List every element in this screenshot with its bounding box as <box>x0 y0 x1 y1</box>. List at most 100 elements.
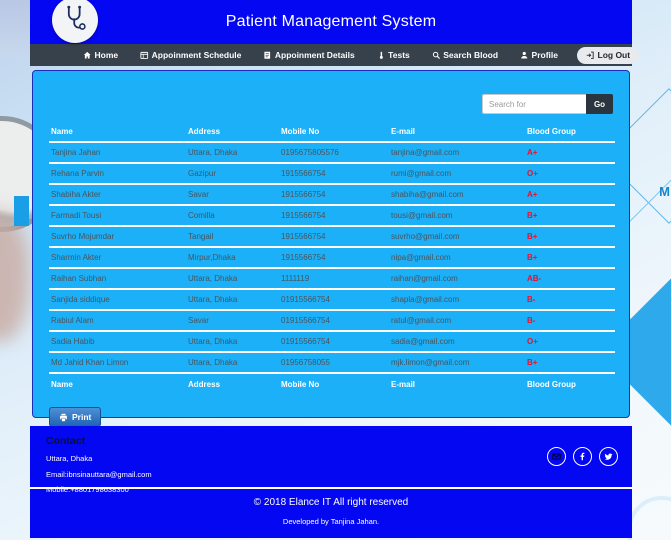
cell-email: sadia@gmail.com <box>389 331 525 353</box>
cell-name: Raihan Subhan <box>49 268 186 290</box>
table-header-row: Name Address Mobile No E-mail Blood Group <box>49 122 615 143</box>
table-row: Suvrho Mojumdar Tangail 1915566754 suvrho@g… <box>49 226 615 248</box>
cell-address: Gazipur <box>186 163 279 185</box>
footer-divider <box>30 487 632 489</box>
nav-item-appoinment-schedule[interactable]: Appoinment Schedule <box>129 44 252 66</box>
column-header-blood-group: Blood Group <box>525 122 615 143</box>
cell-blood-group: AB- <box>525 268 615 290</box>
print-button[interactable]: Print <box>49 407 102 427</box>
cell-address: Mirpur,Dhaka <box>186 247 279 269</box>
background-letter: M <box>659 184 670 199</box>
footer-column-header-e-mail: E-mail <box>391 380 416 389</box>
table-row: Farmadi Tousi Comilla 1915566754 tousi@gmai… <box>49 205 615 227</box>
cell-name: Rabiul Alam <box>49 310 186 332</box>
table-foot: Name Address Mobile No E-mail Blood Group <box>49 373 615 394</box>
tests-icon <box>377 51 386 60</box>
contact-mobile: Mobile:+8801798638300 <box>46 485 129 494</box>
developer-credit: Developed by Tanjina Jahan. <box>282 517 380 526</box>
table-row: Shabiha Akter Savar 1915566754 shabiha@gmai… <box>49 184 615 206</box>
nav-item-label: Tests <box>388 50 410 60</box>
cell-blood-group: A+ <box>525 142 615 164</box>
twitter-icon <box>604 452 613 461</box>
cell-blood-group: B- <box>525 310 615 332</box>
social-links <box>547 447 618 466</box>
cell-address: Tangail <box>186 226 279 248</box>
details-icon <box>263 51 272 60</box>
cell-mobile: 01956758055 <box>279 352 389 374</box>
cell-email: mjk.limon@gmail.com <box>389 352 525 374</box>
cell-address: Uttara, Dhaka <box>186 352 279 374</box>
cell-name: Sadia Habib <box>49 331 186 353</box>
cell-email: nipa@gmail.com <box>389 247 525 269</box>
cell-name: Rehana Parvin <box>49 163 186 185</box>
cell-email: shabiha@gmail.com <box>389 184 525 206</box>
search-area: Go <box>49 71 613 114</box>
nav-item-label: Home <box>94 50 119 60</box>
nav-item-label: Appoinment Details <box>274 50 355 60</box>
nav-item-log-out[interactable]: Log Out <box>577 46 640 64</box>
nav-item-tests[interactable]: Tests <box>366 44 421 66</box>
nav-bar: Home Appoinment Schedule Appoinment Detail… <box>30 44 640 66</box>
cell-email: tousi@gmail.com <box>389 205 525 227</box>
cell-blood-group: B+ <box>525 352 615 374</box>
cell-address: Savar <box>186 310 279 332</box>
cell-email: raihan@gmail.com <box>389 268 525 290</box>
column-header-e-mail: E-mail <box>389 122 525 143</box>
footer-column-header-address: Address <box>188 380 221 389</box>
cell-name: Suvrho Mojumdar <box>49 226 186 248</box>
cell-mobile: 1915566754 <box>279 247 389 269</box>
cell-email: shapla@gmail.com <box>389 289 525 311</box>
cell-name: Sharmin Akter <box>49 247 186 269</box>
cell-mobile: 1111119 <box>279 268 389 290</box>
table-row: Md Jahid Khan Limon Uttara, Dhaka 01956758… <box>49 352 615 374</box>
profile-icon <box>520 51 529 60</box>
home-icon <box>83 51 92 60</box>
table-body: Tanjina Jahan Uttara, Dhaka 0195675805576 t… <box>49 142 615 374</box>
search-go-button[interactable]: Go <box>586 94 613 114</box>
facebook-icon <box>578 452 587 461</box>
cell-mobile: 1915566754 <box>279 184 389 206</box>
cell-blood-group: B+ <box>525 205 615 227</box>
cell-email: ratul@gmail.com <box>389 310 525 332</box>
table-row: Raihan Subhan Uttara, Dhaka 1111119 raihan@… <box>49 268 615 290</box>
nav-item-profile[interactable]: Profile <box>509 44 569 66</box>
footer-column-header-blood-group: Blood Group <box>527 380 576 389</box>
cell-address: Comilla <box>186 205 279 227</box>
search-icon <box>432 51 441 60</box>
nav-item-label: Search Blood <box>443 50 499 60</box>
logout-icon <box>586 51 595 60</box>
nav-item-search-blood[interactable]: Search Blood <box>421 44 509 66</box>
cell-email: suvrho@gmail.com <box>389 226 525 248</box>
search-input[interactable] <box>482 94 586 114</box>
nav-item-label: Profile <box>531 50 558 60</box>
cell-address: Uttara, Dhaka <box>186 268 279 290</box>
nav-item-home[interactable]: Home <box>72 44 129 66</box>
cell-mobile: 1915566754 <box>279 226 389 248</box>
cell-blood-group: B- <box>525 289 615 311</box>
social-button-twitter[interactable] <box>599 447 618 466</box>
nav-item-appoinment-details[interactable]: Appoinment Details <box>252 44 365 66</box>
social-button-facebook[interactable] <box>573 447 592 466</box>
cell-blood-group: O+ <box>525 331 615 353</box>
schedule-icon <box>140 51 149 60</box>
print-button-label: Print <box>72 412 92 422</box>
table-row: Tanjina Jahan Uttara, Dhaka 0195675805576 t… <box>49 142 615 164</box>
table-row: Sanjida siddique Uttara, Dhaka 01915566754… <box>49 289 615 311</box>
cell-mobile: 01915566754 <box>279 289 389 311</box>
cell-address: Savar <box>186 184 279 206</box>
cell-name: Farmadi Tousi <box>49 205 186 227</box>
stethoscope-icon <box>58 1 92 40</box>
cell-address: Uttara, Dhaka <box>186 142 279 164</box>
cell-blood-group: B+ <box>525 247 615 269</box>
page-footer: Contact Uttara, Dhaka Email:ibnsinauttar… <box>30 426 632 538</box>
social-button-mail[interactable] <box>547 447 566 466</box>
cell-mobile: 1915566754 <box>279 205 389 227</box>
cell-email: tanjina@gmail.com <box>389 142 525 164</box>
column-header-name: Name <box>49 122 186 143</box>
cell-name: Sanjida siddique <box>49 289 186 311</box>
cell-blood-group: B+ <box>525 226 615 248</box>
table-head: Name Address Mobile No E-mail Blood Group <box>49 122 615 143</box>
patients-table: Name Address Mobile No E-mail Blood Group Ta… <box>49 122 615 394</box>
copyright-text: © 2018 Elance IT All right reserved <box>253 497 409 508</box>
